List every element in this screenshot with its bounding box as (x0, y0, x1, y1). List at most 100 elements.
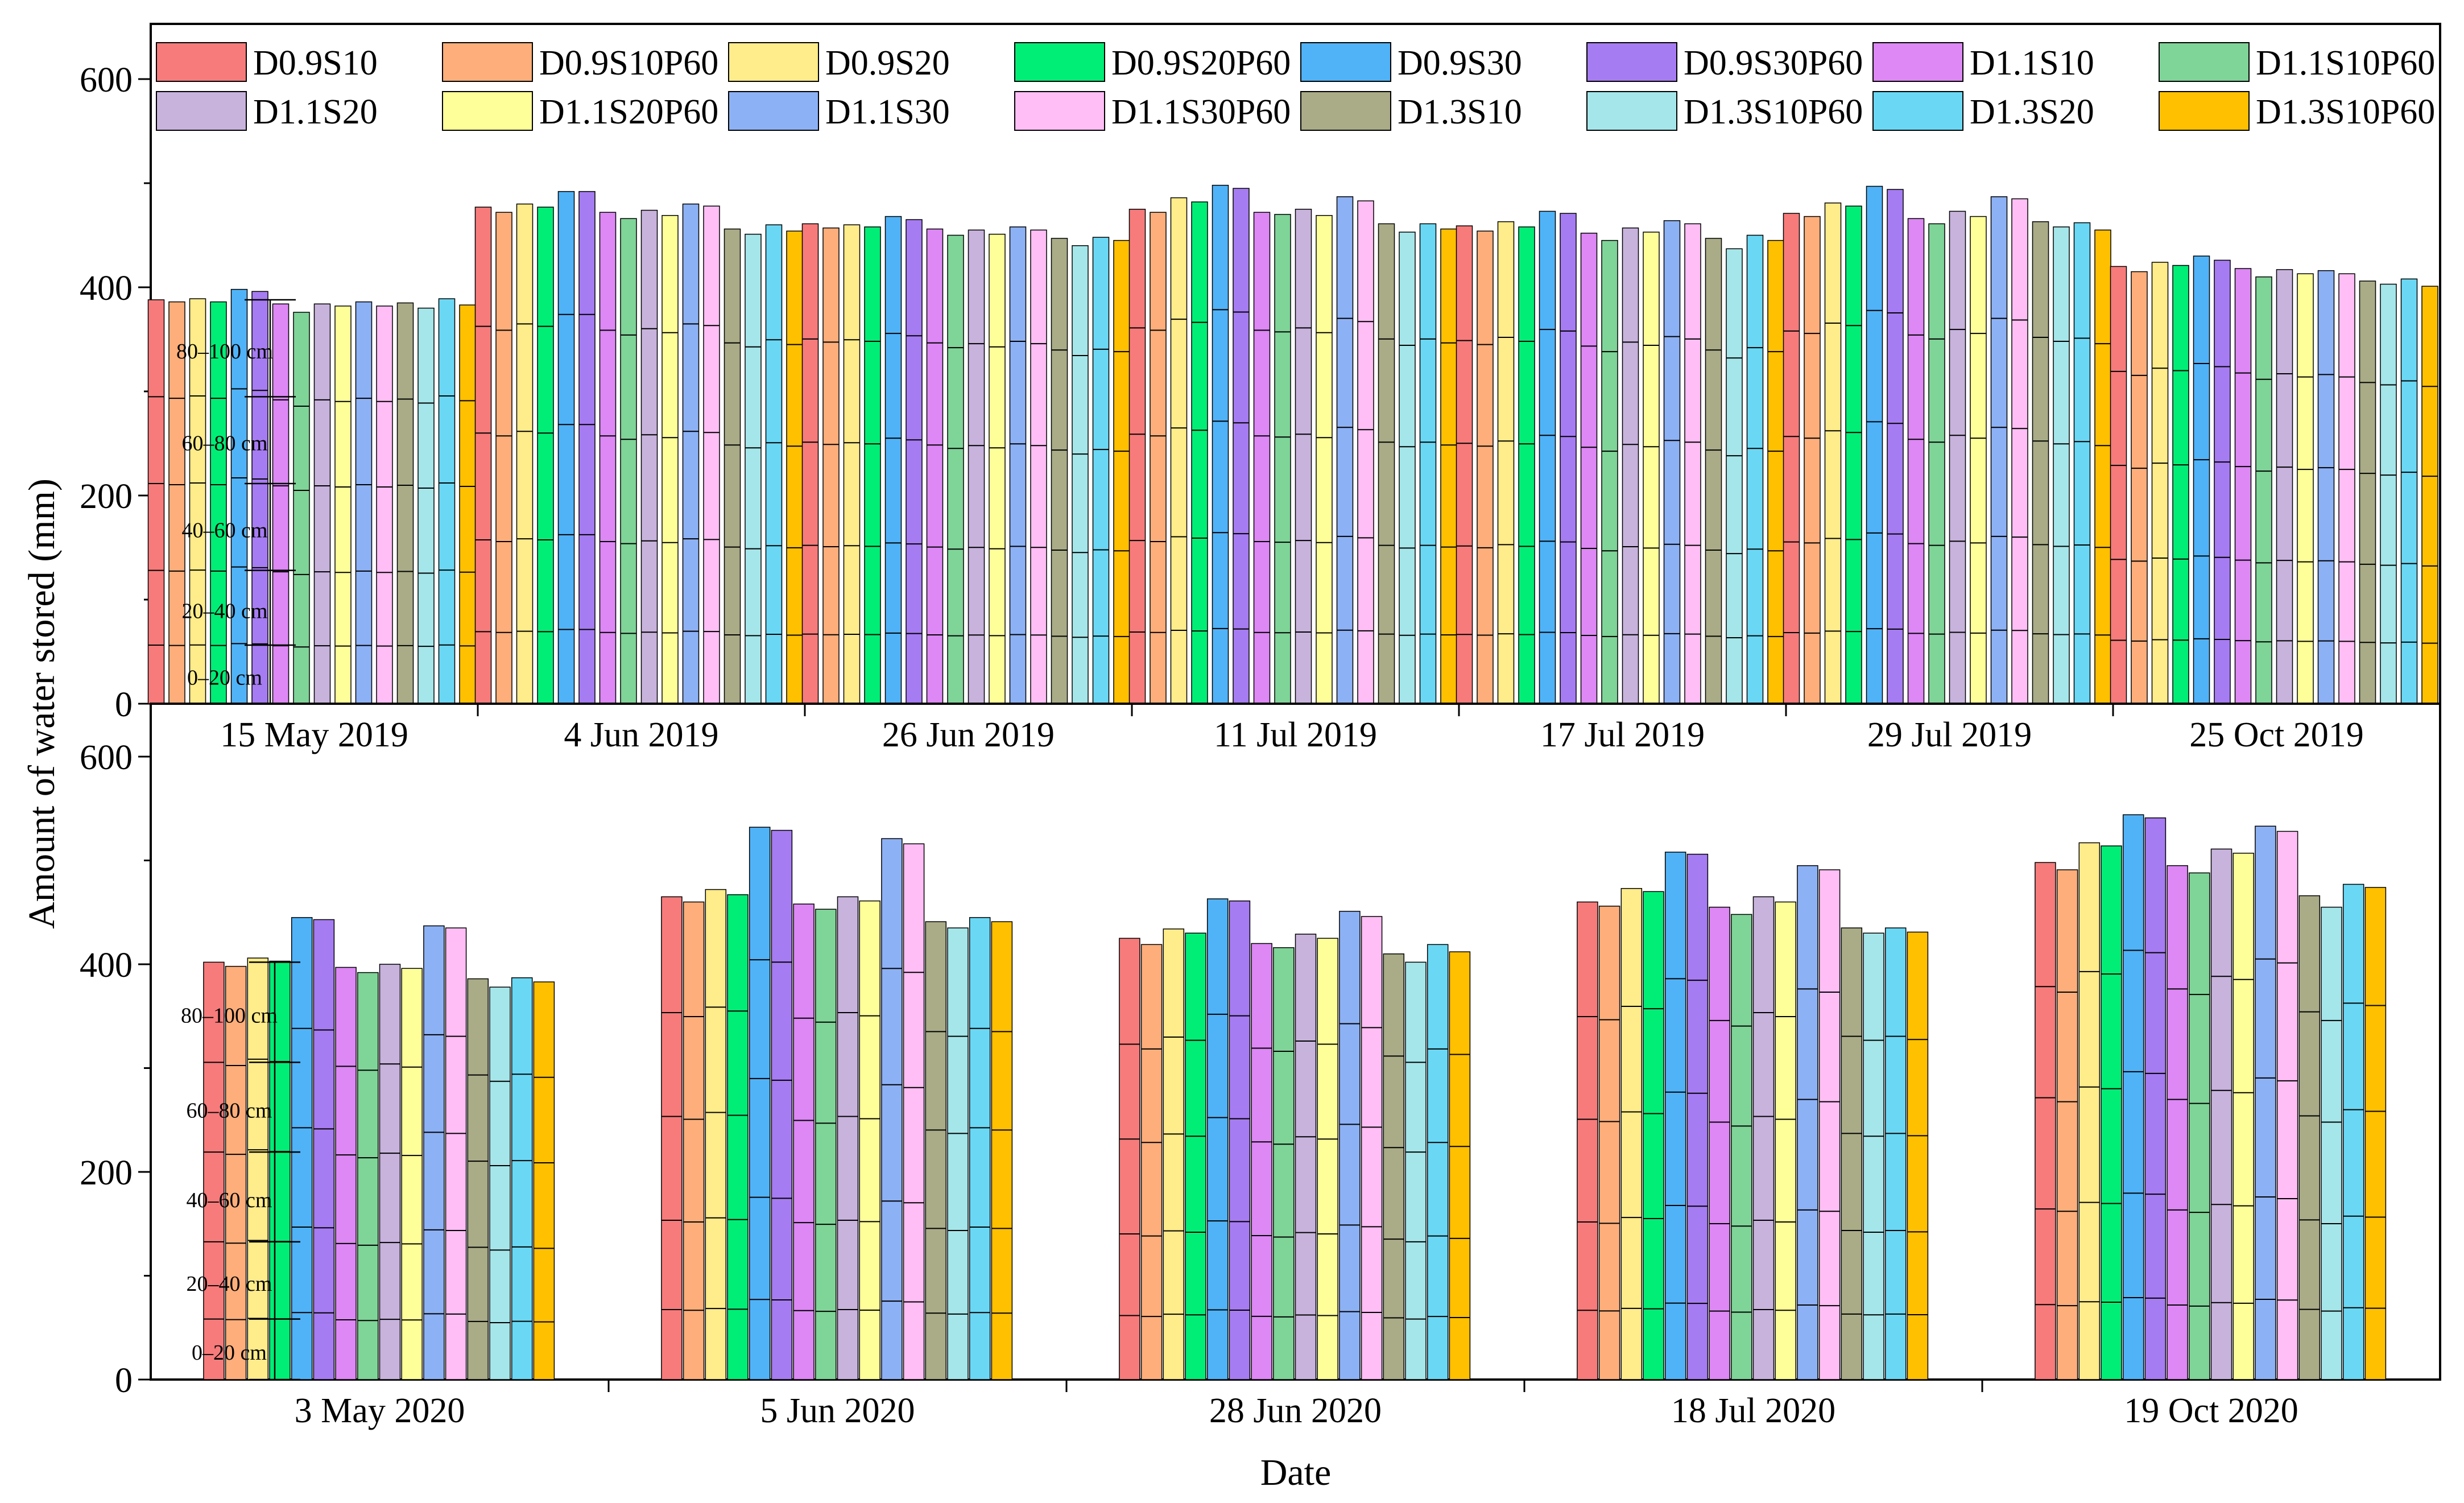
y-tick-label: 600 (80, 738, 133, 777)
bar-2019-4-11 (1684, 223, 1701, 704)
bar-2019-4-12 (1705, 238, 1722, 704)
y-tick-label: 600 (80, 61, 133, 100)
bar-2020-1-12 (925, 921, 947, 1380)
bar-2019-1-3 (537, 207, 554, 704)
bar-2020-0-13 (489, 986, 511, 1380)
bar-2019-4-5 (1560, 213, 1577, 704)
legend-swatch (156, 42, 247, 82)
bar-2020-2-12 (1383, 953, 1405, 1380)
bar-2020-4-2 (2078, 842, 2101, 1380)
bar-2019-3-14 (1419, 223, 1437, 704)
depth-layer-label: 60–80 cm (187, 1099, 272, 1122)
bar-2020-4-13 (2321, 906, 2342, 1380)
bar-2019-1-11 (703, 205, 720, 704)
bar-2019-0-4 (230, 288, 248, 704)
bar-2019-2-8 (968, 229, 985, 704)
legend-swatch (728, 42, 819, 82)
bar-2020-0-8 (379, 964, 401, 1380)
bar-2019-2-12 (1051, 238, 1068, 704)
bar-2020-1-2 (705, 889, 727, 1380)
panel-2019: 0 200 400 600 15 May 2019 4 Jun 2019 26 Jun 20… (80, 23, 2441, 754)
bar-2020-4-15 (2364, 887, 2387, 1380)
bar-2020-3-0 (1577, 901, 1598, 1380)
legend-swatch (1586, 91, 1677, 131)
bar-2019-2-11 (1030, 229, 1047, 704)
bar-2019-5-6 (1907, 218, 1925, 704)
bar-2020-1-13 (947, 927, 969, 1380)
bar-2019-2-0 (801, 223, 819, 704)
depth-layer-label: 0–20 cm (192, 1341, 267, 1365)
bar-2020-4-5 (2144, 817, 2167, 1380)
depth-layer-label: 20–40 cm (187, 1272, 272, 1296)
bar-2019-2-3 (864, 226, 881, 704)
legend-item: D1.1S10 (1872, 42, 2094, 82)
bar-2020-1-6 (793, 903, 815, 1380)
bar-2019-5-11 (2011, 198, 2028, 704)
legend-label: D1.1S30 (825, 93, 950, 131)
bar-2020-2-11 (1361, 916, 1383, 1380)
bar-2019-1-8 (640, 209, 658, 704)
bar-2020-1-14 (969, 917, 991, 1380)
x-category-label: 28 Jun 2020 (1209, 1391, 1382, 1430)
bar-2020-2-4 (1206, 898, 1229, 1380)
legend-item: D1.1S20 (156, 91, 378, 131)
bar-2019-5-9 (1970, 216, 1987, 704)
legend-label: D0.9S10 (253, 44, 378, 82)
y-tick-label: 400 (80, 946, 133, 985)
legend-swatch (1586, 42, 1677, 82)
bar-2019-2-2 (843, 224, 861, 704)
bar-2019-0-15 (459, 304, 476, 704)
bar-2019-3-5 (1233, 188, 1250, 704)
bar-2019-6-8 (2276, 269, 2293, 704)
legend-swatch (1014, 91, 1105, 131)
bar-2020-1-9 (859, 900, 880, 1380)
bar-2020-4-6 (2167, 865, 2188, 1380)
bar-2019-2-5 (906, 219, 923, 704)
bar-2020-1-4 (749, 827, 771, 1380)
legend-swatch (156, 91, 247, 131)
bar-2019-5-5 (1887, 189, 1904, 704)
x-category-label: 25 Oct 2019 (2189, 716, 2364, 754)
bar-2020-2-10 (1339, 911, 1361, 1380)
bar-2019-1-4 (557, 191, 575, 704)
legend-item: D1.3S10P60 (2159, 91, 2435, 131)
bar-2020-4-3 (2101, 845, 2122, 1380)
bar-2019-3-2 (1170, 197, 1188, 704)
legend-label: D1.1S20 (253, 93, 378, 131)
y-tick-label: 200 (80, 477, 133, 516)
x-category-label: 15 May 2019 (220, 716, 408, 754)
bar-2020-2-6 (1251, 943, 1272, 1380)
bar-2019-1-2 (516, 203, 534, 704)
bar-2019-5-3 (1845, 205, 1862, 704)
x-category-label: 26 Jun 2019 (882, 716, 1055, 754)
legend-item: D0.9S10P60 (442, 42, 718, 82)
bar-2019-5-8 (1949, 210, 1966, 704)
bar-2019-5-12 (2032, 221, 2049, 704)
legend-label: D1.3S10 (1398, 93, 1522, 131)
bar-2020-1-1 (683, 901, 705, 1380)
panel-2020: 0 200 400 600 3 May 2020 5 Jun 2020 28 Jun 202… (80, 703, 2441, 1430)
bar-2019-4-9 (1643, 232, 1660, 704)
bar-2019-0-10 (355, 301, 373, 704)
bar-2020-4-14 (2342, 883, 2364, 1380)
depth-layer-label: 0–20 cm (187, 666, 262, 690)
bar-2019-2-10 (1009, 226, 1027, 704)
bar-2019-2-6 (926, 228, 944, 704)
bar-2020-1-8 (837, 896, 859, 1380)
depth-layer-label: 80–100 cm (176, 340, 273, 364)
x-category-label: 5 Jun 2020 (760, 1391, 915, 1430)
legend: D0.9S10 D0.9S10P60 D0.9S20 D0.9S20P60 D0.9S3… (156, 42, 2435, 131)
bar-2020-0-4 (291, 917, 313, 1380)
legend-label: D0.9S20 (825, 44, 950, 82)
bar-2019-1-6 (599, 212, 617, 704)
legend-label: D1.3S20 (1970, 93, 2094, 131)
bar-2019-3-3 (1191, 201, 1208, 704)
y-axis-label: Amount of water stored (mm) (21, 478, 63, 929)
bar-2020-0-5 (313, 919, 335, 1380)
bar-2019-3-13 (1399, 232, 1416, 704)
bar-2020-0-15 (533, 981, 555, 1380)
legend-label: D0.9S20P60 (1111, 44, 1291, 82)
bar-2019-4-3 (1518, 226, 1535, 704)
bar-2020-0-6 (335, 967, 357, 1380)
legend-swatch (442, 42, 533, 82)
